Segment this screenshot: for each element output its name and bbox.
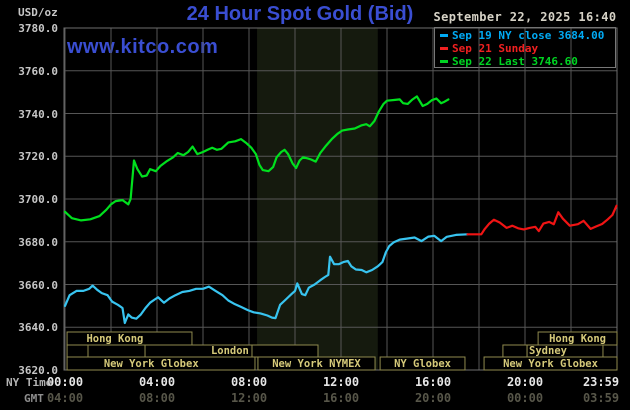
series-line-sep-22-last	[63, 95, 450, 222]
x-tick-label-gmt: 03:59	[582, 391, 620, 405]
x-tick-label-ny: 12:00	[322, 375, 360, 389]
legend-item-label: Sep 19 NY close 3684.00	[452, 29, 605, 42]
x-tick-label-gmt: 08:00	[138, 391, 176, 405]
session-box	[257, 356, 376, 371]
legend-item: Sep 21 Sunday	[440, 42, 615, 55]
session-label: Hong Kong	[86, 333, 143, 345]
chart-title: 24 Hour Spot Gold (Bid)	[186, 3, 414, 25]
x-tick-label-gmt: 20:00	[414, 391, 452, 405]
y-tick-label: 3740.0	[18, 107, 58, 121]
legend-item-label: Sep 22 Last 3746.60	[452, 55, 578, 68]
y-tick-label: 3680.0	[18, 235, 58, 249]
y-tick-label: 3620.0	[18, 364, 58, 377]
session-box	[87, 344, 146, 358]
y-tick-label: 3640.0	[18, 321, 58, 335]
session-label: New York NYMEX	[272, 358, 361, 370]
x-tick-label-ny: 08:00	[230, 375, 268, 389]
session-label: New York Globex	[503, 358, 599, 370]
x-tick-label-ny: 04:00	[138, 375, 176, 389]
kitco-watermark-link[interactable]: www.kitco.com	[67, 36, 219, 58]
x-tick-label-gmt: 04:00	[46, 391, 84, 405]
legend-item-label: Sep 21 Sunday	[452, 42, 539, 55]
x-tick-label-gmt: 00:00	[506, 391, 544, 405]
session-box	[483, 356, 618, 371]
series-line-sep-21-sunday	[466, 204, 618, 236]
y-tick-label: 3720.0	[18, 150, 58, 164]
ny-time-caption: NY Time	[6, 376, 53, 389]
session-label: Hong Kong	[549, 333, 606, 345]
x-tick-label-ny: 00:00	[46, 375, 84, 389]
x-tick-label-ny: 16:00	[414, 375, 452, 389]
session-box	[66, 356, 256, 371]
session-label: New York Globex	[104, 358, 200, 370]
x-tick-label-gmt: 12:00	[230, 391, 268, 405]
datetime-label: September 22, 2025 16:40	[433, 10, 617, 24]
y-tick-label: 3700.0	[18, 193, 58, 206]
gmt-caption: GMT	[24, 392, 44, 405]
unit-label: USD/oz	[18, 6, 58, 19]
series-line-sep-19-ny-close	[63, 233, 469, 325]
y-tick-label: 3760.0	[18, 64, 58, 78]
legend-dash-icon	[440, 34, 448, 37]
session-box	[502, 344, 528, 358]
legend-dash-icon	[440, 47, 448, 50]
session-label: Sydney	[529, 345, 568, 357]
x-tick-label-ny: 20:00	[506, 375, 544, 389]
legend-item: Sep 22 Last 3746.60	[440, 55, 615, 68]
legend-dash-icon	[440, 60, 448, 63]
legend-item: Sep 19 NY close 3684.00	[440, 29, 615, 42]
session-label: London	[211, 345, 249, 357]
x-tick-label-ny: 23:59	[582, 375, 620, 389]
x-tick-label-gmt: 16:00	[322, 391, 360, 405]
session-label: NY Globex	[394, 358, 452, 370]
session-box	[379, 356, 466, 371]
session-box	[251, 344, 319, 358]
session-box	[66, 344, 89, 358]
y-tick-label: 3780.0	[18, 22, 58, 35]
y-tick-label: 3660.0	[18, 278, 58, 292]
